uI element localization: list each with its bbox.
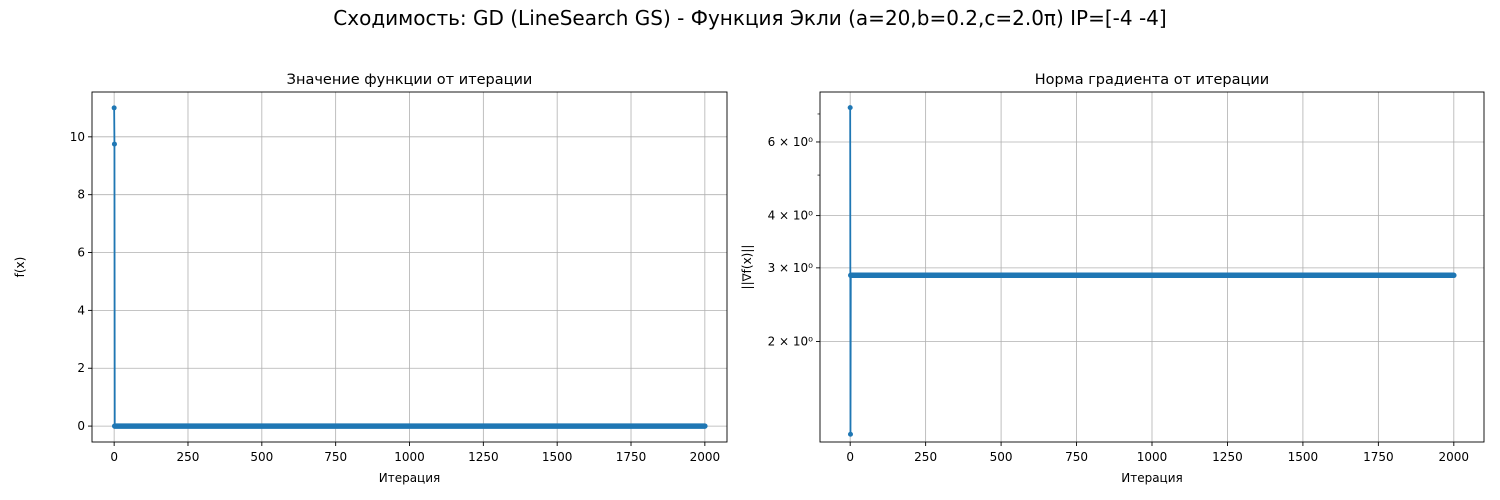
x-tick-label: 1250 [468, 450, 499, 464]
y-tick-label: 6 × 10⁰ [768, 135, 814, 149]
data-point [847, 105, 853, 111]
y-axis-label: f(x) [13, 257, 27, 278]
x-axis-label: Итерация [1121, 471, 1183, 485]
data-point [111, 141, 117, 147]
x-tick-label: 750 [1065, 450, 1088, 464]
y-tick-label: 4 [77, 303, 85, 317]
x-tick-label: 500 [990, 450, 1013, 464]
x-axis-label: Итерация [379, 471, 441, 485]
y-tick-label: 10 [70, 130, 85, 144]
figure-suptitle: Сходимость: GD (LineSearch GS) - Функция… [333, 6, 1167, 30]
x-tick-label: 1500 [542, 450, 573, 464]
series-line [849, 107, 852, 435]
x-tick-label: 250 [914, 450, 937, 464]
y-tick-label: 2 × 10⁰ [768, 334, 814, 348]
x-tick-label: 750 [324, 450, 347, 464]
x-tick-label: 0 [846, 450, 854, 464]
x-tick-label: 250 [177, 450, 200, 464]
x-tick-label: 500 [250, 450, 273, 464]
x-tick-label: 1250 [1212, 450, 1243, 464]
y-tick-label: 0 [77, 419, 85, 433]
y-tick-label: 8 [77, 188, 85, 202]
x-tick-label: 0 [110, 450, 118, 464]
x-tick-label: 1750 [1363, 450, 1394, 464]
x-tick-label: 1000 [394, 450, 425, 464]
chart-title: Значение функции от итерации [287, 72, 533, 88]
x-tick-label: 2000 [1439, 450, 1470, 464]
y-tick-label: 3 × 10⁰ [768, 261, 814, 275]
x-tick-label: 2000 [690, 450, 721, 464]
x-tick-label: 1500 [1288, 450, 1319, 464]
data-point [847, 431, 853, 437]
y-tick-label: 4 × 10⁰ [768, 209, 814, 223]
y-tick-label: 6 [77, 246, 85, 260]
y-axis-label: ||∇f(x)|| [740, 245, 754, 290]
y-tick-label: 2 [77, 361, 85, 375]
data-point [111, 105, 117, 111]
x-tick-label: 1000 [1137, 450, 1168, 464]
x-tick-label: 1750 [616, 450, 647, 464]
chart-title: Норма градиента от итерации [1035, 72, 1269, 88]
